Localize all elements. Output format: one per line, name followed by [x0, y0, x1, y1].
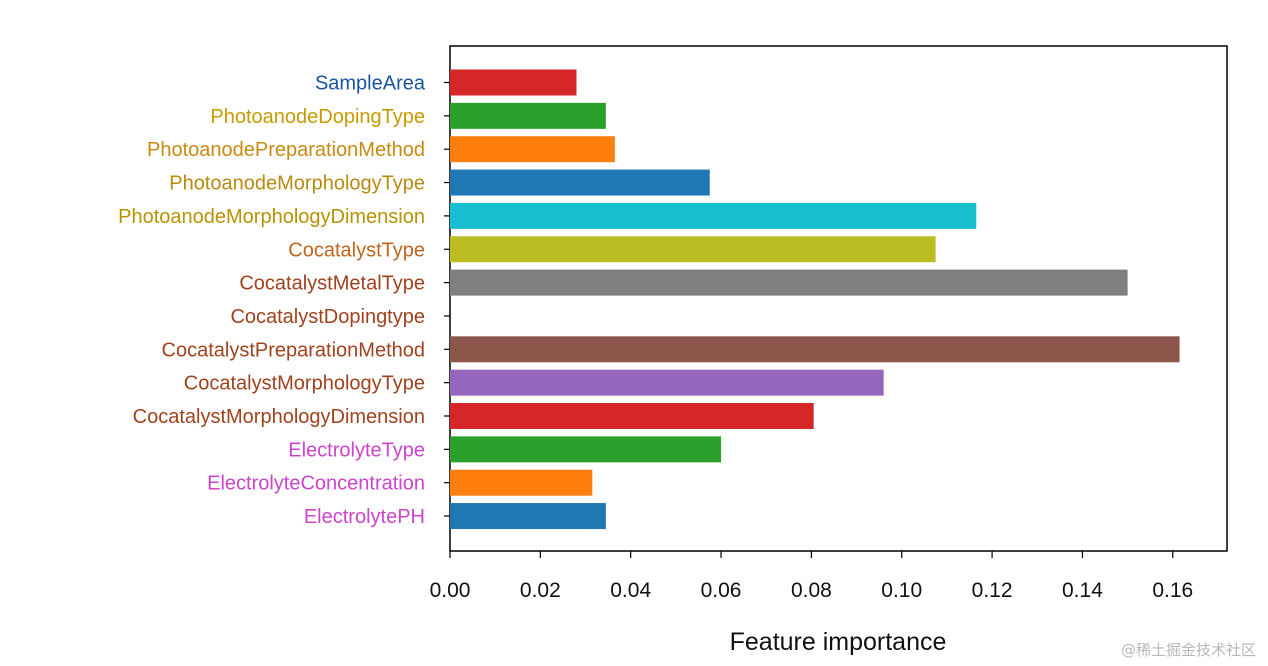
y-label-electrolyte-concentration: ElectrolyteConcentration: [207, 473, 425, 495]
y-label-sample-area: SampleArea: [315, 73, 426, 95]
y-label-cocatalyst-preparation-method: CocatalystPreparationMethod: [162, 339, 425, 361]
bar-photoanode-morphology-dimension: [450, 202, 977, 229]
y-label-cocatalyst-morphology-dimension: CocatalystMorphologyDimension: [133, 406, 425, 428]
y-label-cocatalyst-type: CocatalystType: [288, 239, 425, 261]
bar-cocatalyst-metal-type: [450, 269, 1128, 296]
x-tick-label: 0.14: [1062, 579, 1103, 602]
y-label-electrolyte-type: ElectrolyteType: [288, 439, 425, 461]
x-tick-label: 0.10: [881, 579, 922, 602]
x-tick-label: 0.02: [520, 579, 561, 602]
bar-cocatalyst-morphology-dimension: [450, 403, 814, 429]
y-label-electrolyte-ph: ElectrolytePH: [304, 506, 425, 528]
bar-cocatalyst-type: [450, 236, 936, 263]
bar-electrolyte-type: [450, 436, 722, 463]
x-ticks: 0.00 0.02 0.04 0.06 0.08 0.10 0.12 0.14 0.16: [430, 551, 1193, 602]
bars-group: [450, 69, 1180, 530]
x-tick-label: 0.04: [610, 579, 651, 602]
y-label-photoanode-morphology-type: PhotoanodeMorphologyType: [169, 173, 425, 195]
y-label-photoanode-doping-type: PhotoanodeDopingType: [210, 106, 425, 128]
x-tick-label: 0.00: [430, 579, 471, 602]
watermark: @稀土掘金技术社区: [1120, 641, 1256, 659]
y-label-cocatalyst-morphology-type: CocatalystMorphologyType: [184, 373, 425, 395]
x-tick-label: 0.12: [972, 579, 1013, 602]
x-axis-label: Feature importance: [730, 628, 947, 656]
bar-electrolyte-ph: [450, 503, 606, 530]
bar-sample-area: [450, 69, 577, 96]
y-label-cocatalyst-dopingtype: CocatalystDopingtype: [230, 306, 425, 328]
bar-photoanode-doping-type: [450, 102, 606, 129]
y-label-cocatalyst-metal-type: CocatalystMetalType: [239, 273, 425, 295]
y-label-photoanode-preparation-method: PhotoanodePreparationMethod: [147, 139, 425, 161]
plot-frame: [449, 45, 1228, 552]
bar-photoanode-morphology-type: [450, 169, 710, 196]
x-tick-label: 0.08: [791, 579, 832, 602]
y-label-photoanode-morphology-dimension: PhotoanodeMorphologyDimension: [118, 206, 425, 228]
x-tick-label: 0.16: [1152, 579, 1193, 602]
bar-cocatalyst-preparation-method: [450, 336, 1180, 363]
bar-photoanode-preparation-method: [450, 136, 615, 163]
y-tick-labels: SampleArea PhotoanodeDopingType Photoanode…: [118, 73, 450, 528]
bar-cocatalyst-morphology-type: [450, 369, 884, 396]
x-tick-label: 0.06: [701, 579, 742, 602]
bar-electrolyte-concentration: [450, 469, 593, 496]
